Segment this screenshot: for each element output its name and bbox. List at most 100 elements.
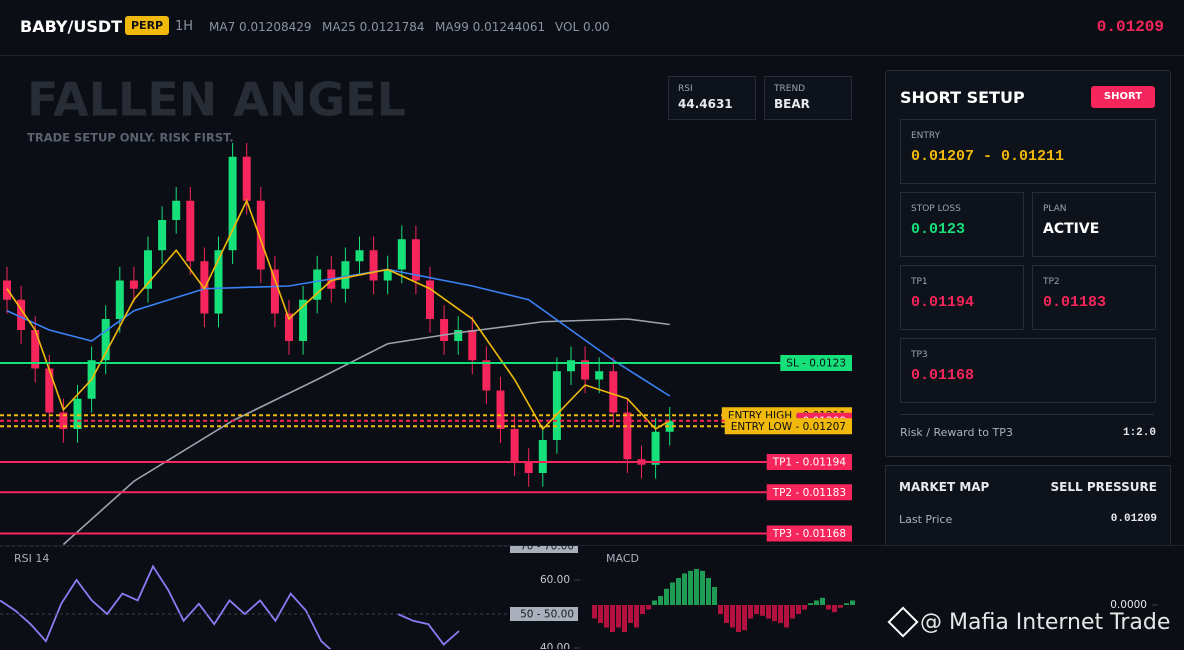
- macd-bar: [850, 600, 855, 605]
- macd-bar: [712, 587, 717, 605]
- market-status: SELL PRESSURE: [1050, 480, 1157, 494]
- rsi-title: RSI 14: [14, 552, 49, 565]
- tp1-label: TP1: [911, 277, 928, 287]
- candle-body: [567, 360, 575, 372]
- setup-title: SHORT SETUP: [900, 88, 1025, 107]
- macd-bar: [718, 605, 723, 614]
- macd-bar: [748, 605, 753, 619]
- rsi-box: RSI 44.4631: [668, 76, 756, 120]
- macd-bar: [796, 605, 801, 614]
- level-label: SL - 0.0123: [786, 358, 846, 370]
- macd-bar: [634, 605, 639, 628]
- candle-body: [31, 330, 40, 369]
- macd-bar: [724, 605, 729, 623]
- candle-body: [496, 390, 505, 429]
- candle-body: [186, 200, 195, 262]
- macd-bar: [766, 605, 771, 619]
- rr-value: 1:2.0: [1122, 427, 1156, 439]
- candle-body: [17, 299, 26, 330]
- market-panel: MARKET MAP SELL PRESSURE Last Price 0.01…: [885, 465, 1171, 546]
- tp2-card: TP2 0.01183: [1032, 265, 1156, 330]
- level-label: ENTRY LOW - 0.01207: [731, 421, 846, 433]
- rsi-level-label: 50 - 50.00: [520, 609, 574, 621]
- candle-body: [397, 239, 406, 270]
- subtitle: TRADE SETUP ONLY. RISK FIRST.: [27, 131, 234, 145]
- badge: PERP: [125, 16, 170, 35]
- trend-value: BEAR: [774, 97, 810, 111]
- y-tick-label: 0.0000: [1110, 599, 1147, 611]
- main-chart: FALLEN ANGEL TRADE SETUP ONLY. RISK FIRST…: [0, 73, 852, 545]
- candle-body: [383, 269, 392, 281]
- last-price: 0.01209: [1096, 18, 1164, 36]
- stop-card: STOP LOSS 0.0123: [900, 192, 1024, 257]
- candle-body: [355, 250, 364, 262]
- candle-body: [228, 156, 237, 251]
- rsi-value: 44.4631: [678, 97, 733, 111]
- macd-bar: [736, 605, 741, 632]
- entry-card: ENTRY 0.01207 - 0.01211: [900, 119, 1156, 184]
- candle-body: [524, 462, 533, 473]
- candle-body: [369, 250, 378, 281]
- level-label: TP3 - 0.01168: [772, 528, 846, 540]
- candle-body: [538, 440, 547, 473]
- candle-body: [129, 280, 138, 289]
- macd-bar: [808, 603, 813, 605]
- macd-bar: [826, 605, 831, 610]
- rr-label: Risk / Reward to TP3: [900, 426, 1013, 439]
- level-label-bg: [766, 525, 852, 542]
- macd-bar: [706, 578, 711, 605]
- macd-bar: [802, 605, 807, 610]
- candle-body: [172, 200, 181, 220]
- divider: [900, 414, 1154, 415]
- tp3-card: TP3 0.01168: [900, 338, 1156, 403]
- y-tick-label: 60.00: [540, 574, 570, 586]
- entry-value: 0.01207 - 0.01211: [911, 148, 1065, 165]
- macd-title: MACD: [606, 552, 639, 565]
- macd-bar: [592, 605, 597, 619]
- stop-label: STOP LOSS: [911, 204, 961, 214]
- candle-body: [285, 313, 293, 341]
- trend-label: TREND: [774, 84, 806, 94]
- plan-label: PLAN: [1043, 204, 1067, 214]
- macd-bar: [772, 605, 777, 622]
- macd-bar: [814, 600, 819, 605]
- tp1-value: 0.01194: [911, 294, 975, 311]
- candle-body: [73, 398, 82, 429]
- candle-body: [510, 429, 519, 462]
- rsi-line: [0, 564, 460, 649]
- macd-bar: [658, 596, 663, 605]
- rsi-level-bg: [510, 607, 578, 621]
- candle-body: [581, 360, 590, 380]
- candle-body: [256, 200, 265, 270]
- candle-body: [214, 250, 223, 314]
- macd-bar: [760, 605, 765, 616]
- y-tick-label: 40.00: [540, 642, 570, 649]
- rsi-label: RSI: [678, 84, 693, 94]
- interval[interactable]: 1H: [175, 19, 194, 34]
- macd-bar: [778, 605, 783, 623]
- macd-bar: [610, 605, 615, 632]
- level-label: TP2 - 0.01183: [772, 487, 846, 499]
- entry-label: ENTRY: [911, 131, 941, 141]
- rsi-level-bg: [510, 546, 578, 553]
- level-label: TP1 - 0.01194: [772, 457, 847, 469]
- level-label-bg: [766, 454, 852, 470]
- watermark: FALLEN ANGEL: [27, 73, 406, 127]
- macd-bar: [676, 578, 681, 605]
- candle-body: [158, 220, 167, 251]
- ma25: MA25 0.0121784: [322, 20, 425, 34]
- candle-body: [609, 371, 618, 413]
- tp3-value: 0.01168: [911, 367, 975, 384]
- trend-box: TREND BEAR: [764, 76, 852, 120]
- stop-value: 0.0123: [911, 221, 966, 238]
- macd-bar: [844, 603, 849, 605]
- candle-body: [341, 261, 350, 289]
- setup-panel: SHORT SETUP SHORT ENTRY 0.01207 - 0.0121…: [885, 70, 1171, 457]
- macd-bar: [616, 605, 621, 628]
- macd-bar: [694, 569, 699, 605]
- last-value: 0.01209: [1110, 513, 1157, 525]
- symbol: BABY/USDT: [20, 17, 123, 36]
- candle-body: [482, 360, 491, 391]
- last-label: Last Price: [899, 513, 953, 526]
